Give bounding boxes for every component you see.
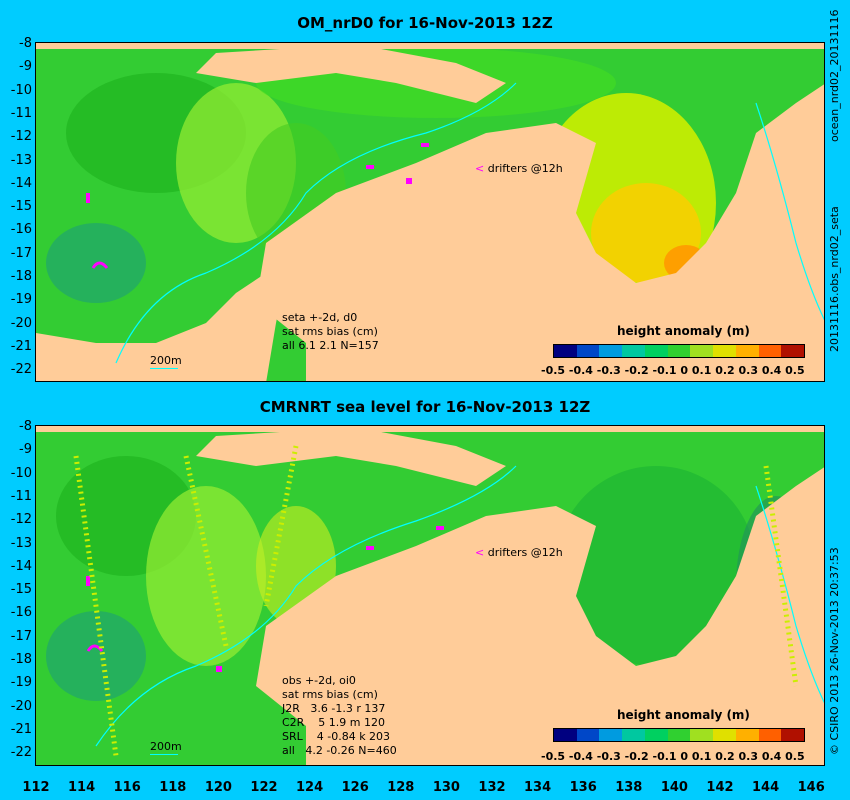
y-tick-label: -11 (10, 488, 32, 504)
y-tick-label: -12 (10, 129, 32, 145)
y-tick-label: -18 (10, 652, 32, 667)
y-tick-label: -19 (10, 292, 32, 308)
top-colorbar-ticks: -0.5 -0.4 -0.3 -0.2 -0.1 0 0.1 0.2 0.3 0… (541, 364, 805, 377)
top-side-text: 20131116.obs_nrd02_seta (828, 206, 841, 352)
top-drifters-legend-label: drifters @12h (487, 162, 563, 175)
x-tick-label: 146 (797, 780, 825, 795)
top-colorbar (553, 344, 805, 358)
top-side-text-2: ocean_nrd02_20131116 (828, 9, 841, 142)
bottom-side-text: © CSIRO 2013 26-Nov-2013 20:37:53 (828, 547, 841, 755)
bottom-stats-text: obs +-2d, oi0 sat rms bias (cm) J2R 3.6 … (282, 674, 397, 757)
bottom-colorbar-ticks: -0.5 -0.4 -0.3 -0.2 -0.1 0 0.1 0.2 0.3 0… (541, 750, 805, 763)
colorbar-swatch (644, 345, 668, 357)
y-tick-label: -13 (10, 152, 32, 168)
bottom-drifters-legend: < drifters @12h (475, 546, 563, 559)
colorbar-swatch (713, 345, 736, 357)
colorbar-swatch (758, 729, 782, 741)
y-tick-label: -16 (10, 222, 32, 238)
colorbar-swatch (576, 729, 600, 741)
colorbar-swatch (576, 345, 600, 357)
y-tick-label: -10 (10, 82, 32, 98)
x-tick-label: 140 (660, 780, 688, 795)
y-tick-label: -22 (10, 362, 32, 378)
x-tick-label: 144 (752, 780, 780, 795)
y-tick-label: -17 (10, 245, 32, 261)
x-tick-label: 126 (341, 780, 369, 795)
top-map-svg (36, 43, 824, 381)
colorbar-swatch (735, 729, 759, 741)
colorbar-swatch (599, 345, 623, 357)
y-tick-label: -16 (10, 605, 32, 621)
drifter-marker-icon: < (475, 546, 485, 559)
top-scale-label: 200m (150, 354, 182, 367)
bottom-scale-label: 200m (150, 740, 182, 753)
x-tick-label: 130 (432, 780, 460, 795)
bottom-drifters-legend-label: drifters @12h (487, 546, 563, 559)
y-tick-label: -15 (10, 199, 32, 215)
drifter-marker-icon: < (475, 162, 485, 175)
y-tick-label: -21 (10, 721, 32, 737)
x-tick-label: 134 (524, 780, 552, 795)
colorbar-swatch (758, 345, 782, 357)
top-map-panel (35, 42, 825, 382)
colorbar-swatch (781, 729, 805, 741)
y-tick-label: -13 (10, 535, 32, 551)
bottom-colorbar-title: height anomaly (m) (617, 708, 750, 722)
y-tick-label: -14 (10, 558, 32, 574)
y-tick-label: -20 (10, 315, 32, 331)
colorbar-swatch (599, 729, 623, 741)
x-tick-label: 132 (478, 780, 506, 795)
x-tick-label: 116 (113, 780, 141, 795)
top-scale-bar (150, 368, 178, 369)
y-tick-label: -20 (10, 698, 32, 714)
colorbar-swatch (667, 729, 691, 741)
colorbar-swatch (622, 729, 645, 741)
colorbar-swatch (554, 345, 577, 357)
y-tick-label: -15 (10, 582, 32, 598)
colorbar-swatch (713, 729, 736, 741)
colorbar-swatch (690, 345, 714, 357)
x-tick-label: 114 (68, 780, 96, 795)
y-tick-label: -22 (10, 745, 32, 761)
y-tick-label: -9 (19, 442, 32, 458)
x-tick-label: 120 (204, 780, 232, 795)
x-tick-label: 112 (22, 780, 50, 795)
colorbar-swatch (735, 345, 759, 357)
colorbar-swatch (667, 345, 691, 357)
colorbar-swatch (781, 345, 805, 357)
bottom-panel-title: CMRNRT sea level for 16-Nov-2013 12Z (259, 398, 591, 416)
y-tick-label: -8 (19, 36, 32, 51)
y-tick-label: -18 (10, 269, 32, 284)
top-stats-text: seta +-2d, d0 sat rms bias (cm) all 6.1 … (282, 311, 379, 352)
colorbar-swatch (622, 345, 645, 357)
y-tick-label: -17 (10, 628, 32, 644)
y-tick-label: -11 (10, 105, 32, 121)
top-colorbar-title: height anomaly (m) (617, 324, 750, 338)
bottom-map-svg (36, 426, 824, 765)
x-tick-label: 128 (387, 780, 415, 795)
y-tick-label: -19 (10, 675, 32, 691)
y-tick-label: -14 (10, 175, 32, 191)
colorbar-swatch (644, 729, 668, 741)
y-tick-label: -10 (10, 465, 32, 481)
y-tick-label: -12 (10, 512, 32, 528)
x-tick-label: 138 (615, 780, 643, 795)
x-tick-label: 142 (706, 780, 734, 795)
top-panel-title: OM_nrD0 for 16-Nov-2013 12Z (297, 14, 553, 32)
top-drifters-legend: < drifters @12h (475, 162, 563, 175)
y-tick-label: -8 (19, 419, 32, 434)
colorbar-swatch (690, 729, 714, 741)
y-tick-label: -9 (19, 59, 32, 75)
x-tick-label: 122 (250, 780, 278, 795)
bottom-map-panel (35, 425, 825, 766)
bottom-scale-bar (150, 754, 178, 755)
y-tick-label: -21 (10, 338, 32, 354)
x-tick-label: 124 (296, 780, 324, 795)
x-tick-label: 118 (159, 780, 187, 795)
bottom-colorbar (553, 728, 805, 742)
x-tick-label: 136 (569, 780, 597, 795)
colorbar-swatch (554, 729, 577, 741)
